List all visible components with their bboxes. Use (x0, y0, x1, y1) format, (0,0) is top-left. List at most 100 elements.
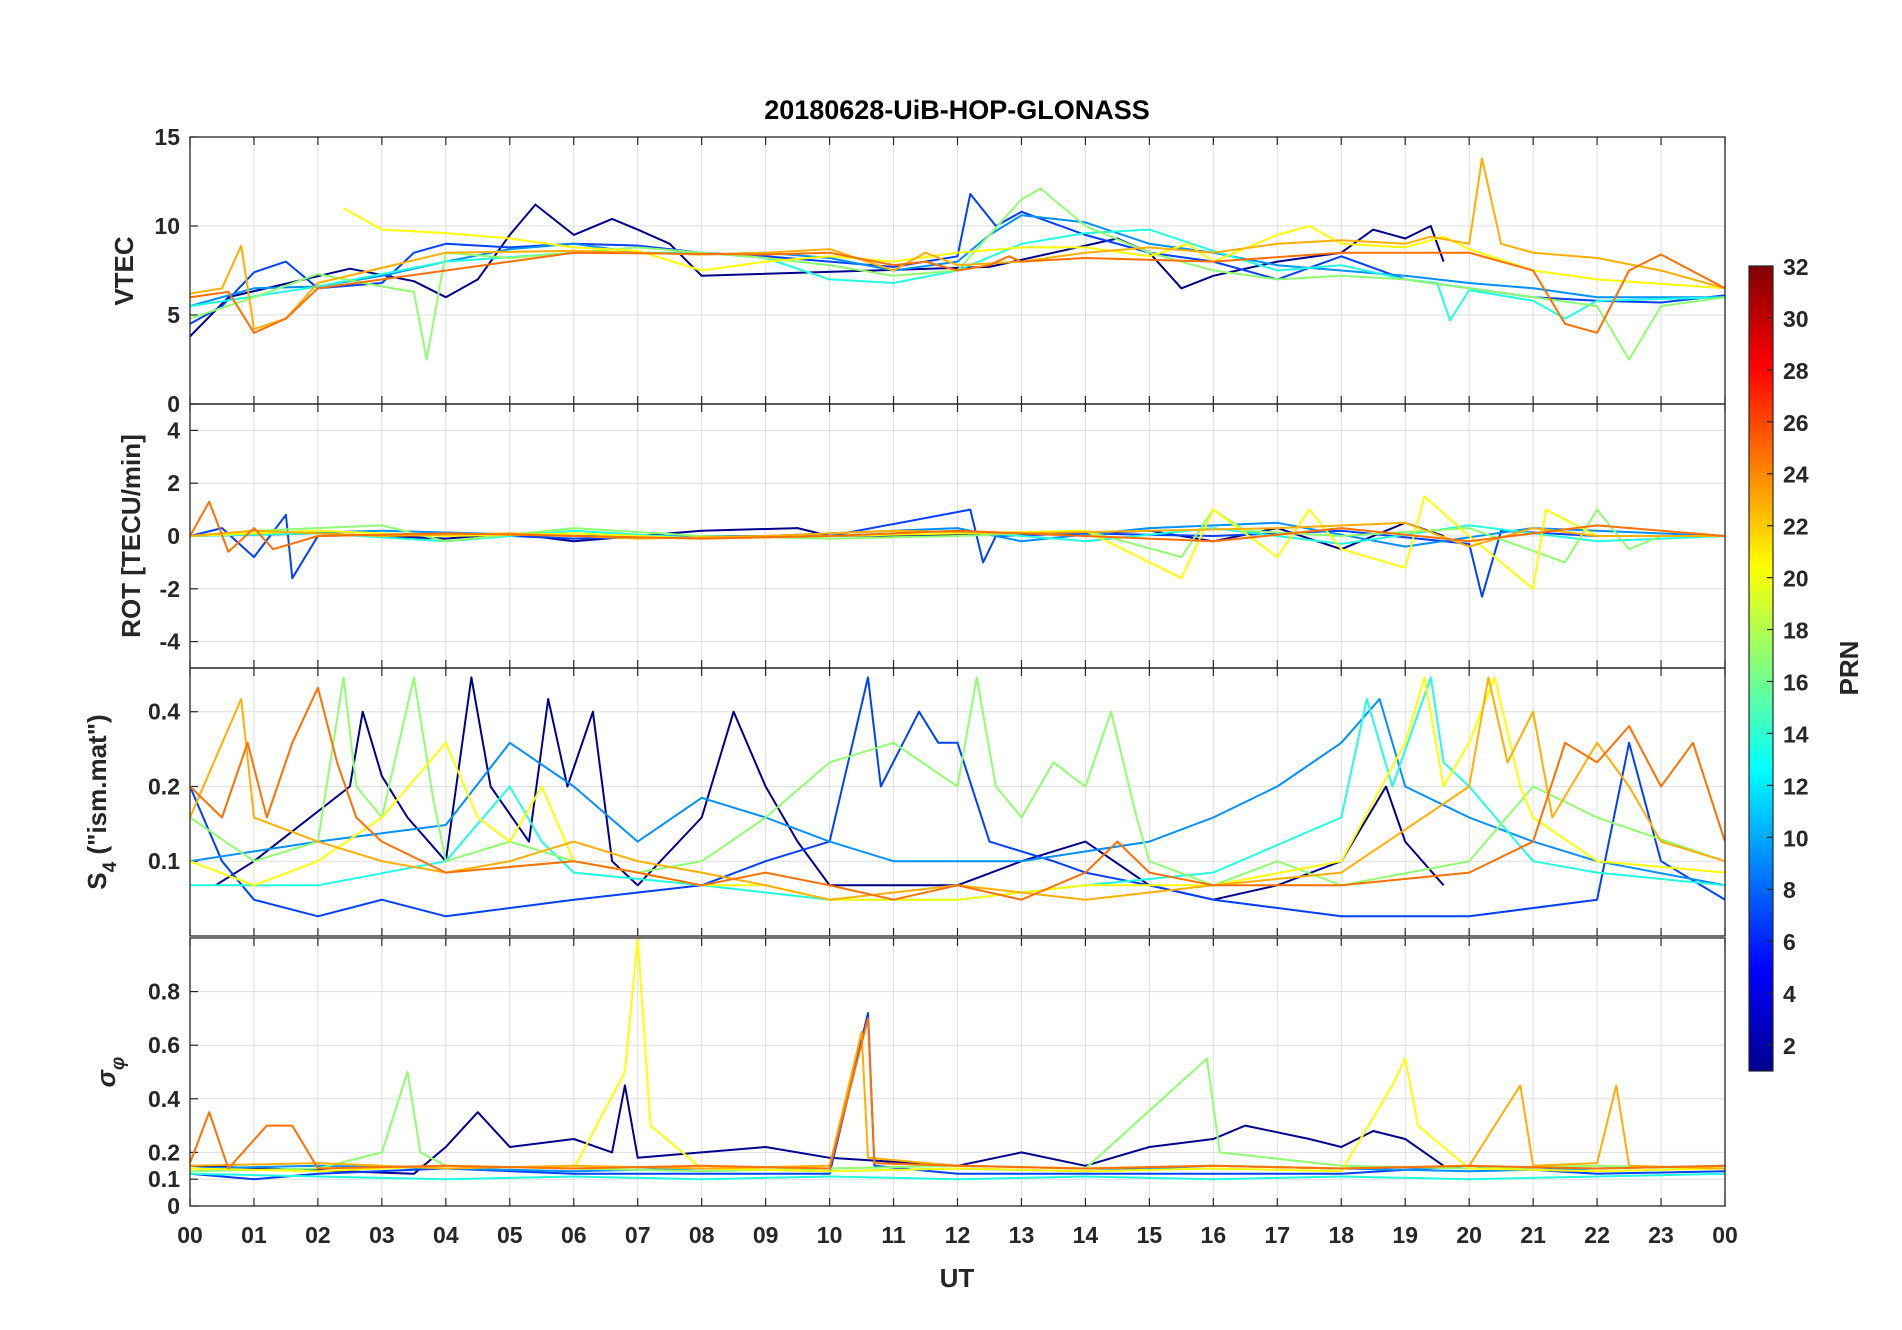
colorbar-tick-label: 4 (1783, 981, 1796, 1007)
colorbar-gradient (1748, 265, 1774, 1072)
chart-title: 20180628-UiB-HOP-GLONASS (764, 95, 1150, 125)
s4-ylabel-main: S (82, 872, 112, 889)
colorbar-tick-label: 12 (1783, 773, 1809, 799)
sigma-ytick-label: 0.1 (148, 1166, 180, 1192)
sigma-ytick-label: 0.4 (148, 1086, 180, 1112)
x-tick-label: 06 (561, 1222, 587, 1248)
colorbar-tick-label: 16 (1783, 669, 1809, 695)
sigma-ylabel-main: σ (91, 1068, 121, 1087)
colorbar-tick-label: 14 (1783, 721, 1809, 747)
vtec-series-prn-24 (190, 251, 1725, 334)
s4-y-ticks: 0.1 0.2 0.4 (148, 699, 180, 875)
x-tick-label: 19 (1392, 1222, 1418, 1248)
x-tick-label: 11 (881, 1222, 906, 1248)
vtec-ytick-label: 5 (167, 302, 180, 328)
x-tick-label: 16 (1201, 1222, 1227, 1248)
vtec-ytick-label: 10 (154, 213, 180, 239)
colorbar-tick-label: 26 (1783, 410, 1809, 436)
x-axis-label: UT (940, 1263, 975, 1293)
rot-lines (190, 495, 1725, 598)
x-tick-label: 22 (1584, 1222, 1610, 1248)
sigma-ytick-label: 0.2 (148, 1139, 180, 1165)
x-tick-label: 14 (1073, 1222, 1099, 1248)
colorbar-tick-label: 32 (1783, 254, 1809, 280)
colorbar-tick-label: 10 (1783, 825, 1809, 851)
x-tick-label: 03 (369, 1222, 395, 1248)
x-tick-label: 20 (1456, 1222, 1482, 1248)
sigma-panel: 00.10.2 0.4 0.6 0.8 σφ (91, 937, 1726, 1219)
colorbar-tick-label: 28 (1783, 358, 1809, 384)
rot-ylabel: ROT [TECU/min] (116, 434, 146, 638)
rot-series-prn-16 (190, 508, 1725, 564)
x-tick-label: 00 (177, 1222, 203, 1248)
s4-series-prn-10 (190, 698, 1725, 887)
colorbar-tick-label: 8 (1783, 877, 1796, 903)
sigma-y-ticks: 00.10.2 0.4 0.6 0.8 (148, 979, 180, 1219)
rot-ytick-label: 4 (167, 417, 180, 443)
sigma-lines (190, 938, 1725, 1181)
x-tick-label: 17 (1264, 1222, 1290, 1248)
x-tick-label: 13 (1009, 1222, 1035, 1248)
vtec-panel: 0 5 10 15 VTEC (109, 124, 1726, 417)
x-tick-label: 23 (1648, 1222, 1674, 1248)
rot-ytick-label: 2 (167, 470, 180, 496)
x-tick-label: 07 (625, 1222, 651, 1248)
colorbar-tick-label: 2 (1783, 1033, 1796, 1059)
rot-ytick-label: 0 (167, 523, 180, 549)
rot-ytick-label: -2 (160, 576, 180, 602)
vtec-series-prn-19 (343, 207, 1725, 290)
sigma-ytick-label: 0.8 (148, 979, 180, 1005)
x-tick-label: 02 (305, 1222, 331, 1248)
x-tick-label: 10 (817, 1222, 843, 1248)
s4-ytick-label: 0.1 (148, 848, 180, 874)
vtec-lines (190, 157, 1725, 361)
rot-y-ticks: -4 -2 0 2 4 (160, 417, 181, 654)
colorbar-label: PRN (1834, 641, 1864, 696)
s4-panel: 0.1 0.2 0.4 S4 ("ism.mat") (82, 667, 1726, 937)
colorbar-tick-label: 20 (1783, 566, 1809, 592)
sigma-ytick-label: 0 (167, 1193, 180, 1219)
x-tick-label: 00 (1712, 1222, 1738, 1248)
rot-series-prn-19 (190, 495, 1725, 590)
vtec-series-prn-3 (190, 203, 1445, 338)
colorbar-tick-label: 24 (1783, 462, 1809, 488)
colorbar-tick-label: 18 (1783, 618, 1809, 644)
rot-ytick-label: -4 (160, 629, 181, 655)
sigma-ytick-label: 0.6 (148, 1032, 180, 1058)
sigma-ylabel-sub: φ (108, 1057, 129, 1070)
s4-ylabel-sub: 4 (100, 861, 121, 872)
s4-ytick-label: 0.4 (148, 699, 180, 725)
s4-lines (190, 676, 1725, 918)
s4-ylabel: S4 ("ism.mat") (82, 714, 121, 889)
colorbar-tick-label: 22 (1783, 514, 1809, 540)
s4-series-prn-24 (190, 686, 1725, 901)
x-tick-label: 05 (497, 1222, 523, 1248)
s4-series-prn-3 (215, 676, 1445, 901)
vtec-ylabel: VTEC (109, 236, 139, 306)
x-tick-labels: 00 01 02 03 04 05 06 07 08 09 10 11 12 13 14 15 16 17 18 19… (177, 1222, 1738, 1248)
rot-series-prn-6 (190, 508, 1725, 598)
s4-ylabel-rest: ("ism.mat") (82, 714, 112, 861)
rot-panel: -4 -2 0 2 4 ROT [TECU/min] (116, 403, 1726, 669)
s4-ytick-label: 0.2 (148, 773, 180, 799)
sigma-series-prn-3 (190, 1084, 1445, 1175)
sigma-series-prn-13 (190, 1172, 1725, 1181)
vtec-ytick-label: 0 (167, 391, 180, 417)
s4-series-prn-16 (190, 676, 1725, 887)
x-tick-label: 08 (689, 1222, 715, 1248)
x-tick-label: 15 (1137, 1222, 1163, 1248)
x-tick-label: 04 (433, 1222, 459, 1248)
colorbar-tick-label: 30 (1783, 306, 1809, 332)
x-tick-label: 01 (241, 1222, 267, 1248)
sigma-series-prn-24 (190, 1017, 1725, 1170)
rot-series-prn-24 (190, 500, 1725, 553)
vtec-ytick-label: 15 (154, 124, 180, 150)
colorbar-tick-label: 6 (1783, 929, 1796, 955)
sigma-axes-frame (189, 937, 1726, 1207)
vtec-y-ticks: 0 5 10 15 (154, 124, 180, 417)
x-tick-label: 21 (1520, 1222, 1546, 1248)
x-tick-label: 18 (1328, 1222, 1354, 1248)
